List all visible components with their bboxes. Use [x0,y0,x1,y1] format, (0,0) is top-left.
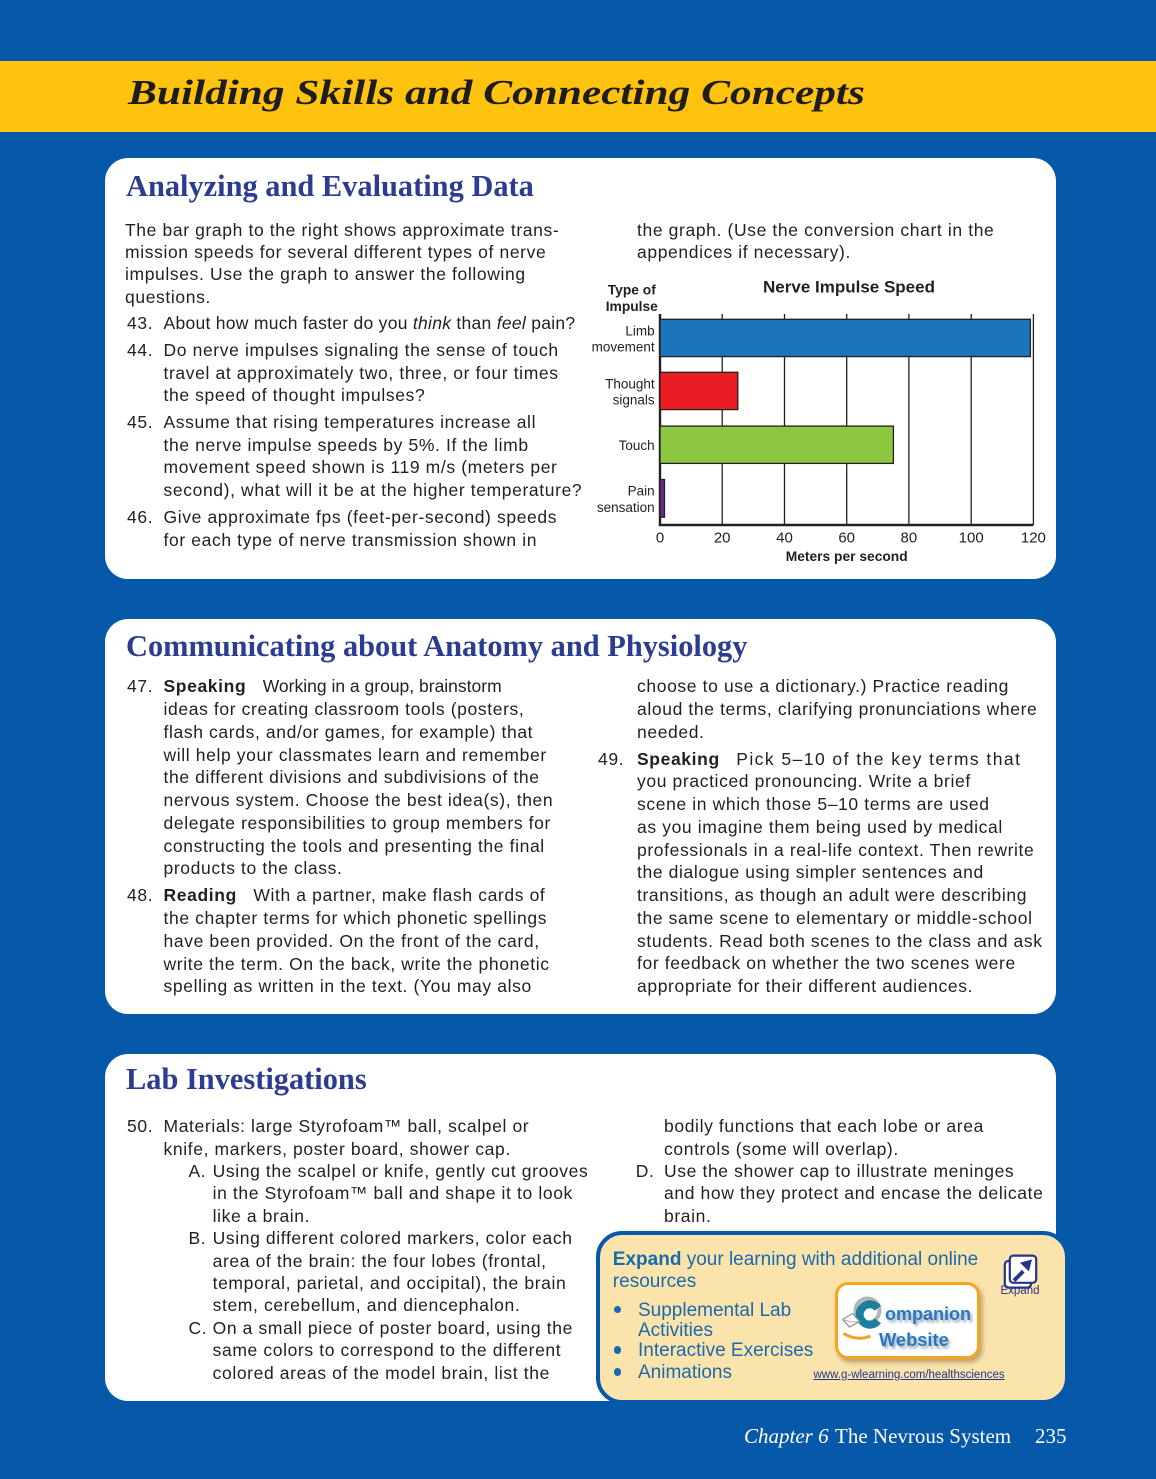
svg-text:Limb: Limb [625,323,654,338]
svg-text:Touch: Touch [619,438,655,453]
svg-text:40: 40 [776,530,793,547]
svg-text:Meters per second: Meters per second [786,549,908,564]
svg-text:Pain: Pain [628,484,655,499]
svg-text:Type of: Type of [608,282,656,297]
svg-text:20: 20 [714,530,731,547]
svg-text:100: 100 [959,530,984,547]
svg-text:60: 60 [838,530,855,547]
svg-text:Thought: Thought [605,376,655,391]
svg-text:signals: signals [613,393,655,408]
svg-text:80: 80 [901,530,918,547]
svg-text:0: 0 [656,530,664,547]
svg-text:120: 120 [1021,530,1046,547]
svg-text:sensation: sensation [597,500,655,515]
svg-text:movement: movement [592,340,655,355]
svg-text:Impulse: Impulse [606,299,658,314]
svg-text:Nerve Impulse Speed: Nerve Impulse Speed [763,277,935,296]
